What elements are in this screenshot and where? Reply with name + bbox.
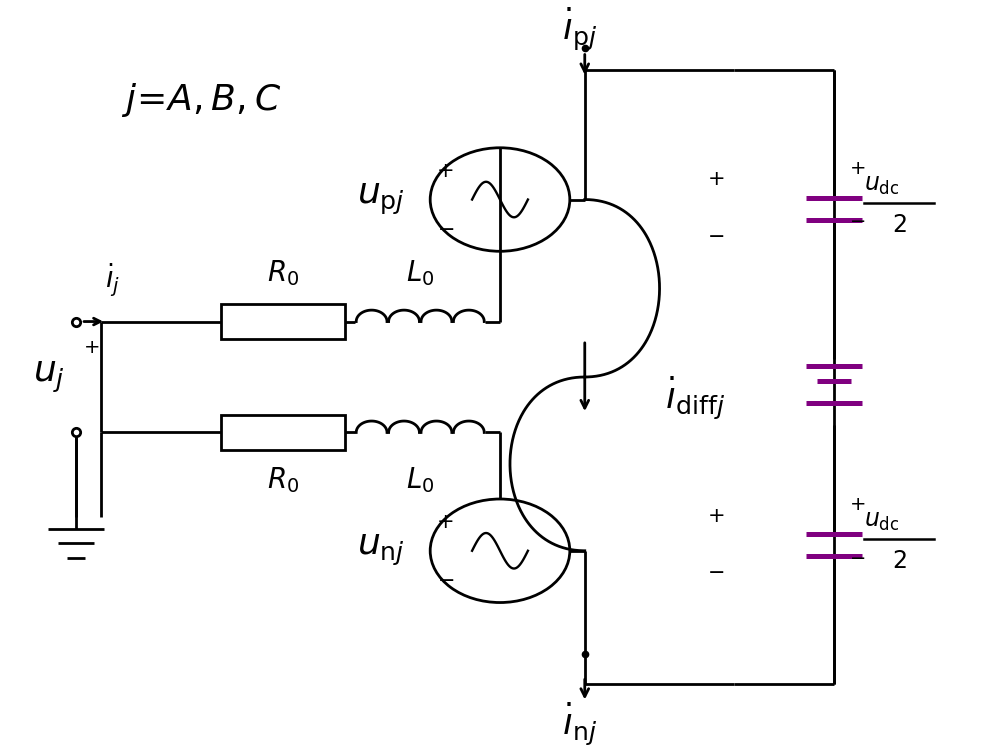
Text: $\dot{\imath}_{\mathrm{diff}j}$: $\dot{\imath}_{\mathrm{diff}j}$ — [665, 376, 725, 422]
Text: $L_0$: $L_0$ — [406, 466, 434, 495]
Text: $-$: $-$ — [849, 547, 865, 566]
Bar — [221, 304, 345, 339]
Text: $+$: $+$ — [707, 506, 724, 526]
Text: $-$: $-$ — [437, 569, 454, 589]
Text: $u_j$: $u_j$ — [33, 360, 65, 394]
Text: $L_0$: $L_0$ — [406, 259, 434, 288]
Text: $u_{\mathrm{p}j}$: $u_{\mathrm{p}j}$ — [357, 182, 405, 217]
Text: $-$: $-$ — [849, 210, 865, 229]
Text: $-$: $-$ — [707, 561, 724, 581]
Text: $u_{\mathrm{n}j}$: $u_{\mathrm{n}j}$ — [357, 533, 405, 569]
Text: $+$: $+$ — [436, 512, 454, 532]
Text: $2$: $2$ — [892, 550, 906, 573]
Text: $2$: $2$ — [892, 213, 906, 237]
Bar — [221, 415, 345, 450]
Text: $\dot{\imath}_{\mathrm{p}j}$: $\dot{\imath}_{\mathrm{p}j}$ — [562, 6, 597, 53]
Text: $R_0$: $R_0$ — [267, 259, 299, 288]
Text: $R_0$: $R_0$ — [267, 466, 299, 495]
Text: $+$: $+$ — [849, 158, 865, 178]
Text: $+$: $+$ — [707, 169, 724, 189]
Text: $-$: $-$ — [437, 218, 454, 238]
Text: $\dot{\imath}_{\mathrm{n}j}$: $\dot{\imath}_{\mathrm{n}j}$ — [562, 701, 597, 748]
Text: $j\!=\!A,B,C$: $j\!=\!A,B,C$ — [121, 81, 281, 118]
Text: $u_{\mathrm{dc}}$: $u_{\mathrm{dc}}$ — [864, 173, 899, 197]
Text: $-$: $-$ — [707, 225, 724, 244]
Text: $+$: $+$ — [849, 495, 865, 514]
Text: $+$: $+$ — [436, 161, 454, 181]
Text: $\dot{\imath}_j$: $\dot{\imath}_j$ — [105, 262, 121, 299]
Text: $u_{\mathrm{dc}}$: $u_{\mathrm{dc}}$ — [864, 510, 899, 533]
Text: $+$: $+$ — [83, 338, 99, 357]
